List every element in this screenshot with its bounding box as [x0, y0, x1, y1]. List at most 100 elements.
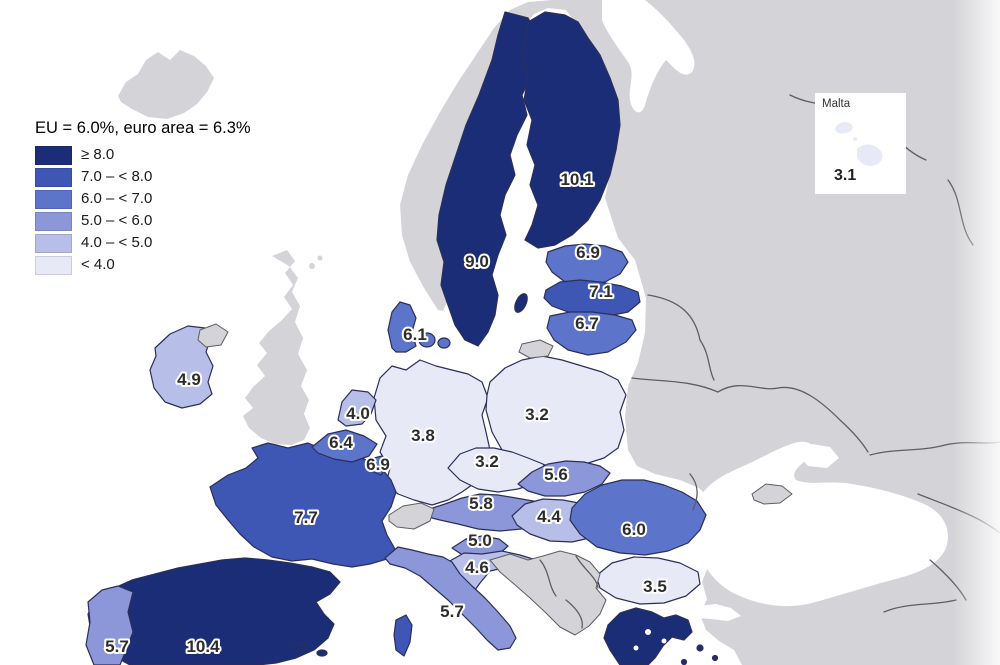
value-label-czechia: 3.2: [475, 452, 499, 471]
scottish-isle: [317, 255, 323, 261]
country-bulgaria: [595, 556, 701, 605]
value-label-italy: 5.7: [440, 602, 464, 621]
danish-island: [437, 337, 451, 349]
scottish-isle: [309, 263, 315, 269]
value-label-ireland: 4.9: [177, 370, 201, 389]
value-label-denmark: 6.1: [403, 325, 427, 344]
island-balearic: [292, 642, 308, 652]
value-label-germany: 3.8: [411, 426, 435, 445]
legend-row: 5.0 – < 6.0: [35, 211, 251, 231]
country-netherlands: [337, 389, 377, 427]
legend-title: EU = 6.0%, euro area = 6.3%: [35, 119, 251, 137]
island-comino: [853, 137, 857, 141]
legend-bin-label: ≥ 8.0: [81, 146, 115, 163]
country-lithuania: [546, 311, 637, 356]
legend-bin-label: 7.0 – < 8.0: [81, 168, 153, 185]
border-ukraine-russia: [717, 384, 869, 453]
value-label-hungary: 4.4: [537, 507, 561, 526]
greek-island: [680, 658, 688, 665]
value-label-poland: 3.2: [525, 405, 549, 424]
country-ireland: [149, 325, 214, 409]
legend-row: ≥ 8.0: [35, 145, 251, 165]
black-sea: [695, 441, 948, 607]
country-luxembourg: [369, 455, 389, 476]
legend-swatch: [35, 255, 72, 275]
malta-inset: Malta 3.1: [815, 93, 906, 194]
value-label-netherlands: 4.0: [346, 404, 370, 423]
island-balearic: [316, 649, 328, 657]
country-sweden: [436, 11, 539, 347]
border-turkey-georgia: [883, 599, 957, 613]
border-belarus-east: [699, 339, 715, 381]
legend-rows: ≥ 8.0 7.0 – < 8.0 6.0 – < 7.0 5.0 – < 6.0 4.…: [35, 145, 251, 275]
value-label-latvia: 7.1: [589, 282, 613, 301]
danish-island: [418, 332, 436, 348]
greek-island: [696, 644, 704, 652]
country-switzerland: [388, 502, 435, 530]
aegean-gulf: [633, 645, 639, 651]
country-belgium: [311, 429, 378, 463]
country-slovakia: [517, 460, 611, 497]
island-malta: [857, 144, 883, 166]
legend-row: < 4.0: [35, 255, 251, 275]
malta-islands: [835, 122, 883, 166]
legend-bin-label: < 4.0: [81, 256, 115, 273]
legend-row: 6.0 – < 7.0: [35, 189, 251, 209]
value-label-austria: 5.8: [469, 494, 493, 513]
legend-swatch: [35, 211, 72, 231]
country-poland: [485, 355, 627, 469]
value-label-portugal: 5.7: [105, 637, 129, 656]
edge-fade: [952, 0, 1000, 665]
malta-inset-title: Malta: [822, 98, 851, 110]
country-denmark: [387, 301, 417, 353]
island-gotland: [514, 293, 528, 313]
country-romania: [569, 479, 707, 556]
sea-of-azov: [798, 444, 839, 468]
country-greece: [603, 607, 693, 665]
legend-row: 7.0 – < 8.0: [35, 167, 251, 187]
legend-bin-label: 5.0 – < 6.0: [81, 212, 153, 229]
region-kaliningrad: [518, 339, 554, 359]
country-finland: [521, 11, 621, 249]
country-estonia: [545, 243, 629, 286]
value-label-croatia: 4.6: [465, 558, 489, 577]
malta-value-label: 3.1: [834, 167, 857, 184]
value-label-slovenia: 5.0: [468, 531, 492, 550]
legend-swatch: [35, 145, 72, 165]
border-serbia-north: [575, 555, 599, 589]
legend: EU = 6.0%, euro area = 6.3% ≥ 8.0 7.0 – <…: [35, 119, 251, 277]
value-label-lithuania: 6.7: [575, 314, 599, 333]
value-label-france: 7.7: [294, 508, 318, 527]
value-label-sweden: 9.0: [465, 252, 489, 271]
value-label-bulgaria: 3.5: [643, 577, 667, 596]
country-united-kingdom: [243, 250, 310, 445]
value-label-luxembourg: 6.9: [366, 455, 390, 474]
country-italy: [384, 546, 517, 651]
country-iceland: [118, 50, 214, 119]
value-label-spain: 10.4: [186, 637, 220, 656]
greek-island: [711, 654, 719, 662]
country-norway: [400, 0, 668, 311]
border-moldova: [689, 473, 698, 511]
value-labels: 10.1 9.0 6.9 7.1 6.7 6.1 4.9 4.0 6.4 6.9 3.8 3.2 3.2…: [103, 168, 669, 658]
island-gozo: [835, 122, 853, 134]
legend-row: 4.0 – < 5.0: [35, 233, 251, 253]
country-france: [209, 442, 397, 568]
legend-bin-label: 4.0 – < 5.0: [81, 234, 153, 251]
value-label-estonia: 6.9: [576, 243, 600, 262]
legend-bin-label: 6.0 – < 7.0: [81, 190, 153, 207]
legend-swatch: [35, 233, 72, 253]
country-latvia: [543, 279, 641, 317]
value-label-finland: 10.1: [560, 170, 593, 189]
value-label-belgium: 6.4: [329, 433, 353, 452]
region-crimea: [751, 483, 793, 505]
country-portugal: [85, 585, 134, 665]
value-label-romania: 6.0: [622, 520, 646, 539]
legend-swatch: [35, 189, 72, 209]
region-northern-ireland: [197, 323, 229, 348]
white-sea: [602, 0, 695, 113]
value-label-slovakia: 5.6: [544, 465, 568, 484]
border-montenegro-albania: [565, 599, 583, 629]
